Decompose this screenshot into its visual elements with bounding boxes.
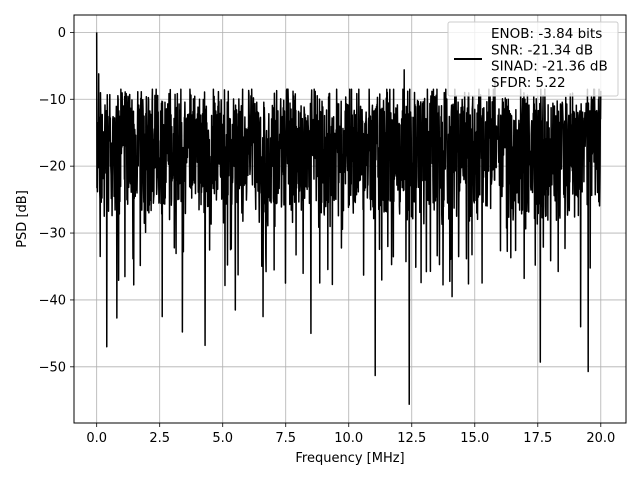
y-tick-label: −30 bbox=[39, 227, 66, 242]
x-tick-label: 0.0 bbox=[86, 431, 107, 446]
y-tick-label: −50 bbox=[39, 360, 66, 375]
x-tick-label: 2.5 bbox=[149, 431, 170, 446]
legend-box bbox=[447, 21, 619, 97]
x-tick-label: 5.0 bbox=[212, 431, 233, 446]
y-tick-label: −20 bbox=[39, 160, 66, 175]
psd-series-line bbox=[95, 32, 602, 406]
y-axis-label: PSD [dB] bbox=[15, 190, 30, 248]
y-tick-label: −10 bbox=[39, 93, 66, 108]
x-tick-label: 7.5 bbox=[275, 431, 296, 446]
x-tick-label: 12.5 bbox=[397, 431, 426, 446]
legend-sfdr-text: SFDR: 5.22 bbox=[491, 75, 566, 91]
x-tick-label: 17.5 bbox=[523, 431, 552, 446]
y-tick-label: 0 bbox=[58, 26, 66, 41]
axes-frame bbox=[73, 14, 627, 424]
plot-data bbox=[95, 32, 602, 406]
legend-enob-text: ENOB: -3.84 bits bbox=[491, 26, 602, 42]
x-tick-label: 10.0 bbox=[334, 431, 363, 446]
y-tick-label: −40 bbox=[39, 293, 66, 308]
legend-sinad-text: SINAD: -21.36 dB bbox=[491, 59, 608, 75]
x-tick-label: 20.0 bbox=[586, 431, 615, 446]
x-axis-ticks: 0.0 2.5 5.0 7.5 10.0 12.5 15.0 17.5 20.0 bbox=[86, 423, 615, 446]
legend-snr-text: SNR: -21.34 dB bbox=[491, 42, 593, 58]
legend: ENOB: -3.84 bits SNR: -21.34 dB SINAD: -… bbox=[447, 21, 619, 97]
y-axis-ticks: 0 −10 −20 −30 −40 −50 bbox=[39, 26, 74, 375]
x-axis-label: Frequency [MHz] bbox=[295, 451, 404, 466]
x-tick-label: 15.0 bbox=[460, 431, 489, 446]
